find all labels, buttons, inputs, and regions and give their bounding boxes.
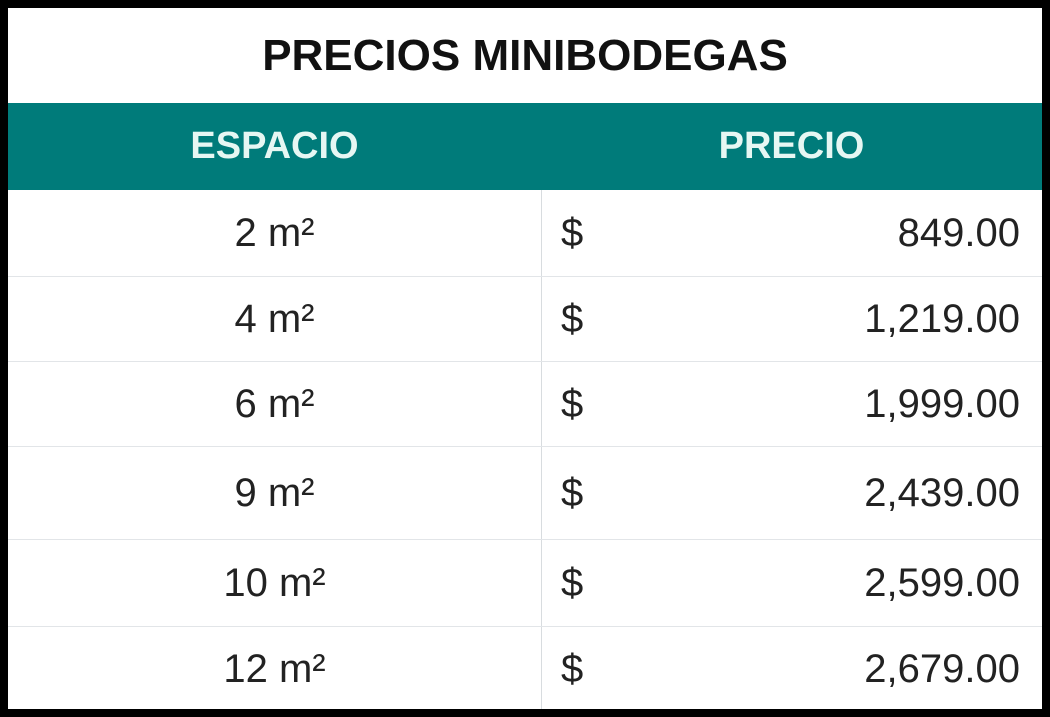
espacio-cell: 4 m² — [234, 296, 315, 341]
precio-cell: 1,999.00 — [864, 381, 1020, 426]
espacio-cell: 9 m² — [234, 470, 315, 515]
table-header: ESPACIO PRECIO — [8, 103, 1042, 190]
table-row: 4 m² $1,219.00 — [8, 277, 1042, 362]
espacio-cell: 10 m² — [223, 560, 326, 605]
precio-cell: 2,679.00 — [864, 647, 1020, 691]
precio-cell: 2,599.00 — [864, 560, 1020, 605]
table-row: 2 m² $849.00 — [8, 190, 1042, 277]
column-header-espacio: ESPACIO — [190, 125, 359, 167]
table-row: 10 m² $2,599.00 — [8, 540, 1042, 627]
espacio-cell: 6 m² — [234, 381, 315, 426]
table-row: 9 m² $2,439.00 — [8, 447, 1042, 540]
currency-symbol: $ — [561, 647, 584, 691]
currency-symbol: $ — [561, 210, 584, 255]
espacio-cell: 2 m² — [234, 210, 315, 255]
price-table: PRECIOS MINIBODEGAS ESPACIO PRECIO 2 m² $… — [8, 8, 1042, 709]
column-divider — [541, 190, 542, 709]
table-title: PRECIOS MINIBODEGAS — [262, 30, 788, 80]
precio-cell: 849.00 — [897, 210, 1020, 255]
currency-symbol: $ — [561, 560, 584, 605]
precio-cell: 2,439.00 — [864, 470, 1020, 515]
espacio-cell: 12 m² — [223, 647, 326, 691]
currency-symbol: $ — [561, 470, 584, 515]
currency-symbol: $ — [561, 381, 584, 426]
column-header-precio: PRECIO — [718, 125, 865, 167]
precio-cell: 1,219.00 — [864, 296, 1020, 341]
table-row: 6 m² $1,999.00 — [8, 362, 1042, 447]
table-row: 12 m² $2,679.00 — [8, 627, 1042, 709]
currency-symbol: $ — [561, 296, 584, 341]
